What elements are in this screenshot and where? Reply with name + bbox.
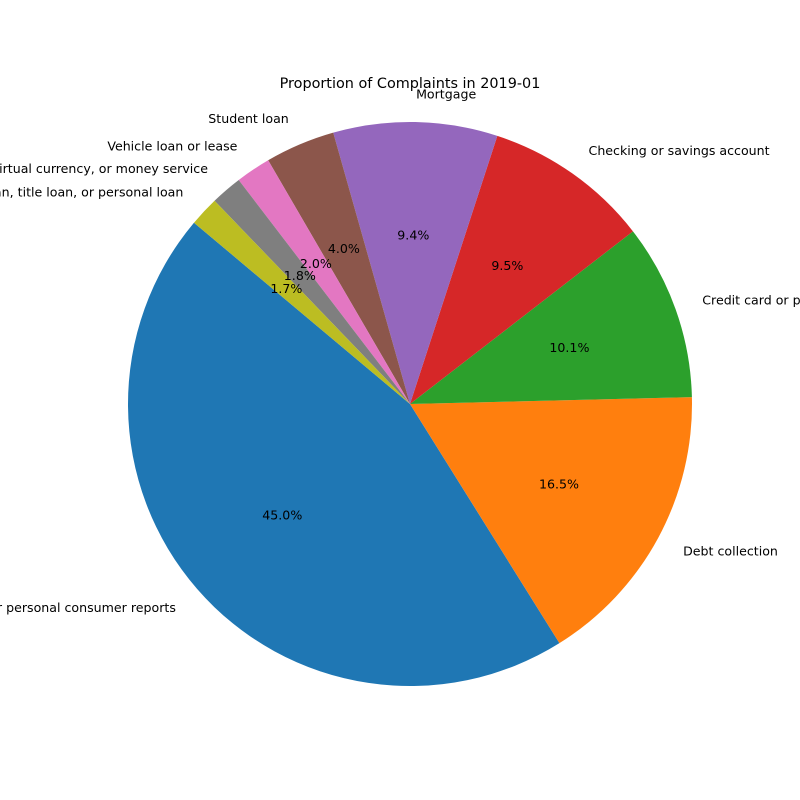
slice-percent-label-7: 1.8% <box>284 268 316 283</box>
slices-layer <box>128 122 693 686</box>
slice-label-1: Debt collection <box>683 544 778 559</box>
slice-label-5: Student loan <box>208 111 288 126</box>
pie-slice-6 <box>238 160 410 404</box>
pie-slice-1 <box>410 397 693 644</box>
pie-slice-5 <box>268 132 410 404</box>
slice-percent-label-8: 1.7% <box>270 281 302 296</box>
slice-percent-label-5: 4.0% <box>328 241 360 256</box>
slice-percent-label-4: 9.4% <box>397 227 429 242</box>
slice-label-7: Money transfer, virtual currency, or mon… <box>0 161 208 176</box>
slice-label-3: Checking or savings account <box>589 143 770 158</box>
pie-slice-3 <box>410 135 633 404</box>
slice-label-8: Payday loan, title loan, or personal loa… <box>0 185 183 200</box>
slice-percent-label-6: 2.0% <box>300 256 332 271</box>
slice-label-6: Vehicle loan or lease <box>107 139 237 154</box>
pie-slice-8 <box>193 200 410 404</box>
pie-slice-2 <box>410 231 692 404</box>
pie-slice-7 <box>214 179 410 404</box>
slice-label-2: Credit card or prepaid card <box>702 293 800 308</box>
chart-title: Proportion of Complaints in 2019-01 <box>280 76 541 92</box>
labels-layer: Credit reporting, credit repair services… <box>0 86 800 615</box>
slice-percent-label-3: 9.5% <box>491 258 523 273</box>
pie-slice-4 <box>333 122 498 404</box>
slice-label-4: Mortgage <box>416 86 476 101</box>
slice-label-0: Credit reporting, credit repair services… <box>0 600 176 615</box>
pie-slice-0 <box>128 222 560 686</box>
slice-percent-label-2: 10.1% <box>549 340 589 355</box>
slice-percent-label-1: 16.5% <box>539 477 579 492</box>
slice-percent-label-0: 45.0% <box>262 508 302 523</box>
